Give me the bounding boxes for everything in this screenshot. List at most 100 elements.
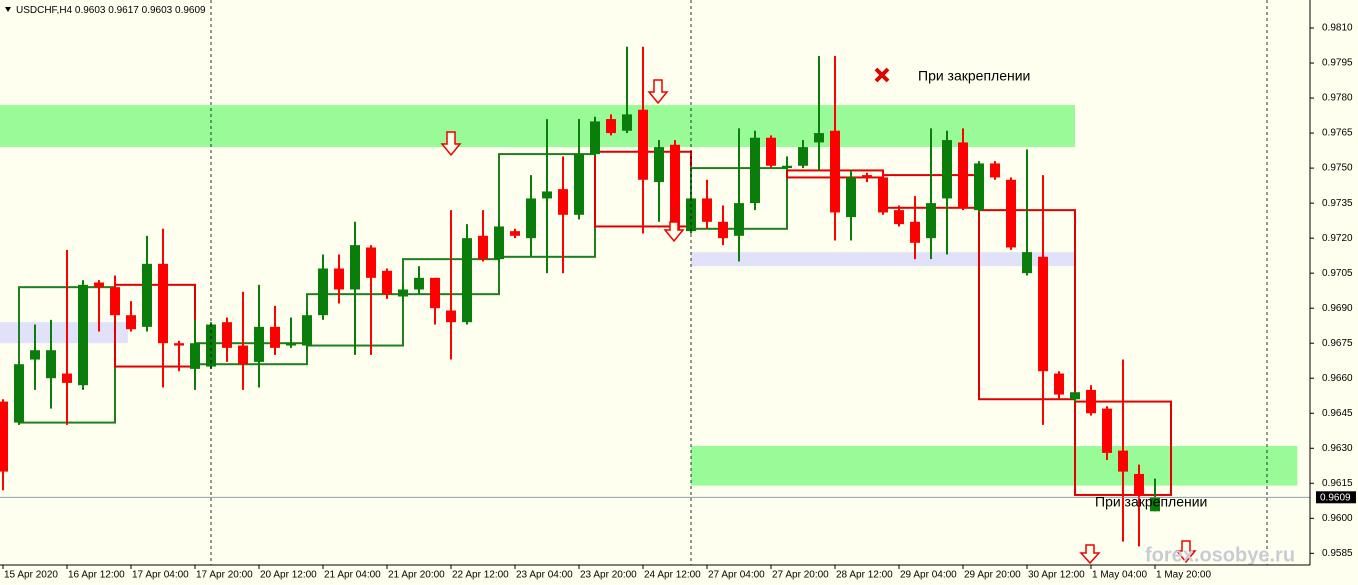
y-tick-label: 0.9600 — [1322, 513, 1353, 524]
candle-body — [398, 289, 408, 297]
candle-body — [1086, 389, 1096, 414]
candle-body — [958, 142, 968, 208]
candle-body — [1150, 497, 1160, 512]
candle-body — [702, 198, 712, 222]
x-tick-label: 27 Apr 04:00 — [708, 570, 765, 581]
candle-body — [926, 203, 936, 239]
y-tick-label: 0.9735 — [1322, 198, 1353, 209]
candle-body — [894, 210, 904, 225]
candle-body — [606, 119, 616, 134]
candle-body — [942, 140, 952, 199]
candle-body — [30, 350, 40, 360]
y-tick-label: 0.9615 — [1322, 478, 1353, 489]
candle-body — [78, 284, 88, 386]
candle-body — [142, 263, 152, 327]
candle-body — [1006, 179, 1016, 248]
candle-body — [174, 343, 184, 346]
x-tick-label: 27 Apr 20:00 — [772, 570, 829, 581]
candle-body — [414, 277, 424, 290]
candle-body — [350, 245, 360, 290]
y-tick-label: 0.9720 — [1322, 233, 1353, 244]
candle-body — [718, 221, 728, 239]
candle-body — [990, 163, 1000, 178]
down-arrow — [1079, 544, 1101, 565]
candle-body — [766, 137, 776, 166]
x-tick-label: 15 Apr 2020 — [4, 570, 58, 581]
x-tick-label: 29 Apr 04:00 — [900, 570, 957, 581]
y-tick-label: 0.9690 — [1322, 303, 1353, 314]
candle-body — [1054, 373, 1064, 395]
x-tick-label: 29 Apr 20:00 — [964, 570, 1021, 581]
candle-body — [94, 282, 104, 288]
candle-body — [254, 326, 264, 362]
candle-body — [622, 114, 632, 131]
candle-body — [1118, 450, 1128, 472]
y-tick-label: 0.9630 — [1322, 443, 1353, 454]
x-tick-label: 1 May 04:00 — [1092, 570, 1147, 581]
candle-body — [830, 130, 840, 213]
candle-body — [510, 231, 520, 236]
zone — [0, 105, 1075, 148]
candle-body — [478, 235, 488, 260]
chart-title: USDCHF,H4 — [16, 5, 73, 16]
down-arrow — [440, 131, 462, 157]
candle-body — [1038, 256, 1048, 372]
candle-body — [430, 277, 440, 309]
candle-body — [654, 147, 664, 183]
candle-body — [14, 364, 24, 423]
candle-body — [1070, 392, 1080, 400]
zone — [0, 322, 128, 344]
down-arrow — [647, 79, 669, 105]
candle-body — [494, 226, 504, 260]
x-tick-label: 28 Apr 12:00 — [836, 570, 893, 581]
x-tick-label: 21 Apr 04:00 — [324, 570, 381, 581]
candle-body — [670, 144, 680, 232]
candle-body — [814, 133, 824, 143]
candle-body — [638, 109, 648, 180]
candle-body — [750, 137, 760, 204]
y-tick-label: 0.9675 — [1322, 338, 1353, 349]
candle-body — [558, 189, 568, 215]
ohlc-open: 0.9603 — [75, 5, 106, 16]
candle-body — [1022, 252, 1032, 274]
candle-body — [974, 163, 984, 211]
x-tick-label: 17 Apr 20:00 — [196, 570, 253, 581]
candle-body — [686, 198, 696, 232]
x-tick-label: 22 Apr 12:00 — [452, 570, 509, 581]
candle-body — [782, 165, 792, 169]
y-tick-label: 0.9795 — [1322, 58, 1353, 69]
candle-body — [462, 238, 472, 323]
candle-body — [878, 177, 888, 213]
candle-body — [126, 315, 136, 330]
candle-body — [206, 324, 216, 367]
current-price-box — [1316, 491, 1356, 504]
y-tick-label: 0.9780 — [1322, 93, 1353, 104]
candle-body — [0, 401, 8, 472]
y-tick-label: 0.9705 — [1322, 268, 1353, 279]
candle-body — [190, 343, 200, 369]
annotation: При закреплении — [1095, 494, 1207, 510]
menu-triangle[interactable] — [5, 7, 11, 12]
x-tick-label: 24 Apr 12:00 — [644, 570, 701, 581]
y-tick-label: 0.9585 — [1322, 548, 1353, 559]
chart-header: USDCHF,H4 0.9603 0.9617 0.9603 0.9609 — [16, 5, 206, 16]
candle-body — [526, 198, 536, 239]
ohlc-close: 0.9609 — [175, 5, 206, 16]
candle-body — [590, 121, 600, 155]
candle-body — [1134, 473, 1144, 495]
current-price-label: 0.9609 — [1320, 492, 1351, 503]
x-tick-label: 1 May 20:00 — [1156, 570, 1211, 581]
watermark: forex.osobye.ru — [1145, 544, 1295, 566]
candle-body — [302, 315, 312, 346]
candle-body — [46, 350, 56, 379]
candle-body — [862, 175, 872, 178]
candle-body — [574, 154, 584, 215]
candle-body — [334, 268, 344, 290]
candle-body — [286, 343, 296, 346]
candle-body — [366, 247, 376, 278]
candle-body — [734, 203, 744, 236]
candle-body — [798, 147, 808, 166]
down-arrow — [1175, 540, 1197, 564]
